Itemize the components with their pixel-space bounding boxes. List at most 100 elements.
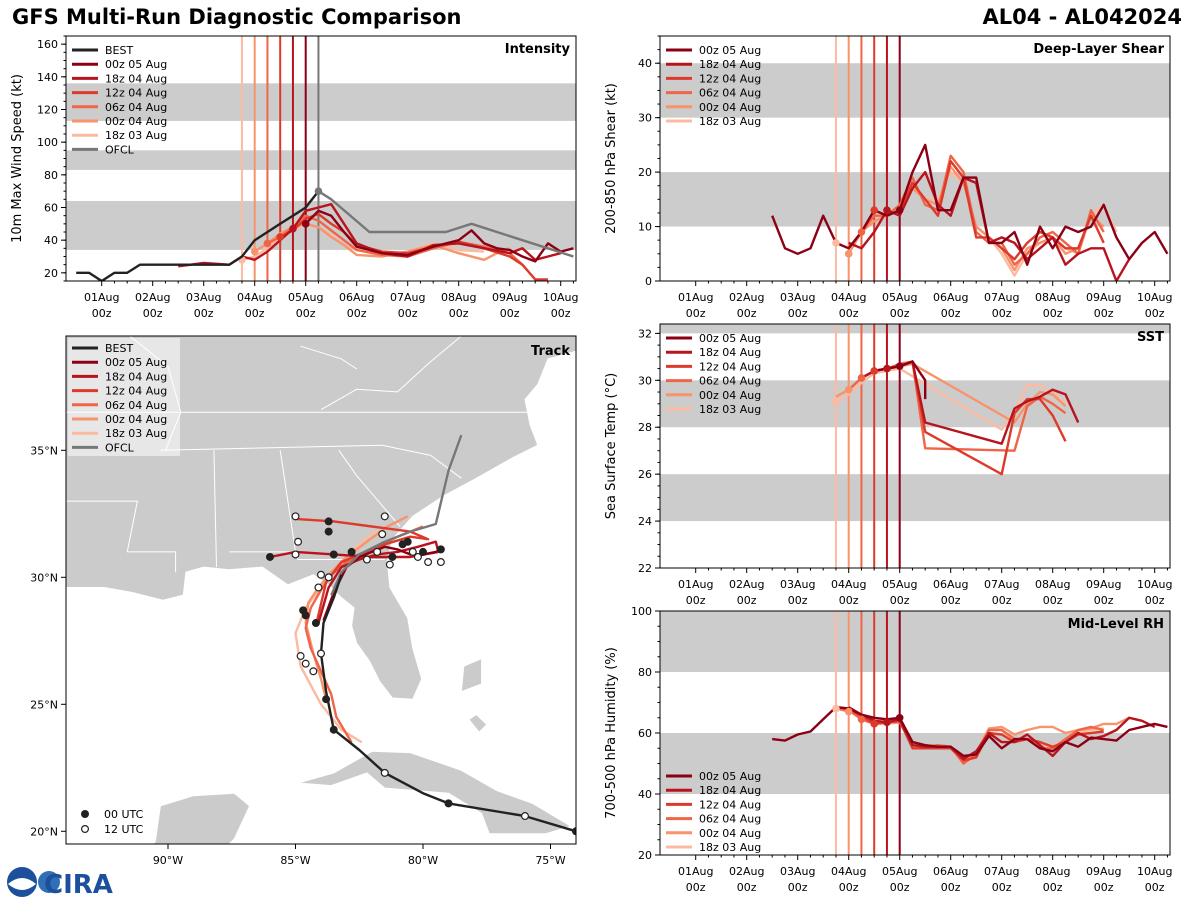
track-marker-12utc — [301, 659, 310, 668]
sst-ytick-label: 26 — [638, 468, 652, 481]
rh-xtick-label: 07Aug — [984, 865, 1019, 878]
intensity-init-point-4 — [250, 247, 259, 256]
intensity-band-2 — [66, 83, 576, 121]
bahamas-land-1 — [460, 657, 483, 693]
track-marker-12utc — [378, 530, 387, 539]
shear-legend-label: 00z 04 Aug — [699, 101, 761, 114]
rh-legend-label: 00z 05 Aug — [699, 770, 761, 783]
intensity-legend-label: OFCL — [105, 143, 135, 156]
shear-xtick-sublabel: 00z — [941, 307, 961, 320]
cira-logo-text: CIRA — [44, 870, 113, 900]
rh-xtick-sublabel: 00z — [1094, 881, 1114, 894]
sst-ytick-label: 22 — [638, 562, 652, 575]
intensity-series-00z-04-aug — [254, 222, 511, 261]
shear-xtick-sublabel: 00z — [839, 307, 859, 320]
sst-legend-label: 00z 04 Aug — [699, 389, 761, 402]
track-marker-12utc — [413, 552, 422, 561]
intensity-band-0 — [66, 200, 576, 250]
track-marker-12utc — [385, 560, 394, 569]
track-marker-legend-swatch — [80, 824, 89, 833]
intensity-init-point-2 — [276, 233, 285, 241]
track-xtick-label: 80°W — [408, 854, 438, 867]
shear-xtick-sublabel: 00z — [1043, 307, 1063, 320]
track-xtick-label: 85°W — [280, 854, 310, 867]
sst-init-point-4 — [844, 385, 853, 394]
shear-ylabel: 200-850 hPa Shear (kt) — [604, 83, 619, 234]
track-ytick-label: 20°N — [30, 825, 58, 838]
track-legend-label: OFCL — [105, 441, 135, 454]
track-marker-00utc — [419, 547, 428, 556]
state-border-al-ga — [279, 450, 296, 552]
sst-ylabel: Sea Surface Temp (°C) — [604, 373, 619, 520]
sst-legend-label: 18z 04 Aug — [699, 346, 761, 359]
sst-xtick-label: 10Aug — [1137, 578, 1172, 591]
shear-legend-label: 18z 04 Aug — [699, 58, 761, 71]
sst-ytick-label: 30 — [638, 374, 652, 387]
rh-init-point-0 — [895, 713, 904, 722]
track-marker-12utc — [362, 555, 371, 564]
intensity-legend-label: 18z 04 Aug — [105, 72, 167, 85]
rh-xtick-label: 05Aug — [882, 865, 917, 878]
track-xtick-label: 75°W — [535, 854, 565, 867]
intensity-xtick-sublabel: 00z — [92, 307, 112, 320]
track-marker-legend-label: 12 UTC — [104, 823, 144, 836]
sst-init-point-5 — [832, 397, 840, 406]
intensity-ytick-label: 40 — [44, 234, 58, 247]
intensity-xtick-sublabel: 00z — [296, 307, 316, 320]
track-marker-12utc — [294, 537, 303, 546]
intensity-xtick-sublabel: 00z — [551, 307, 571, 320]
sst-panel: 22 24 26 28 30 32 01Aug 00z 02Aug 00z 03Aug 00z 04Au… — [604, 323, 1172, 607]
rh-ytick-label: 40 — [638, 788, 652, 801]
sst-band-1 — [660, 380, 1170, 428]
intensity-series-best — [76, 190, 320, 281]
sst-band-2 — [660, 324, 1170, 334]
sst-frame — [659, 323, 1171, 569]
shear-xtick-sublabel: 00z — [686, 307, 706, 320]
rh-legend-label: 06z 04 Aug — [699, 813, 761, 826]
sst-xtick-label: 05Aug — [882, 578, 917, 591]
track-marker-00utc — [266, 552, 275, 561]
intensity-init-point-1 — [289, 224, 297, 233]
intensity-legend-label: 18z 03 Aug — [105, 129, 167, 142]
intensity-ytick-label: 80 — [44, 169, 58, 182]
shear-xtick-label: 09Aug — [1086, 291, 1121, 304]
shear-legend-label: 12z 04 Aug — [699, 72, 761, 85]
sst-xtick-sublabel: 00z — [992, 594, 1012, 607]
rh-xtick-label: 08Aug — [1035, 865, 1070, 878]
shear-ytick-label: 20 — [638, 166, 652, 179]
track-marker-12utc — [291, 512, 300, 521]
track-marker-00utc — [299, 606, 308, 615]
shear-legend-label: 06z 04 Aug — [699, 87, 761, 100]
track-series-best — [319, 574, 576, 833]
rh-init-point-1 — [883, 718, 891, 727]
intensity-xtick-sublabel: 00z — [347, 307, 367, 320]
hispaniola-land — [575, 835, 576, 844]
track-panel-title: Track — [531, 344, 570, 359]
sst-legend-label: 18z 03 Aug — [699, 403, 761, 416]
rh-xtick-sublabel: 00z — [992, 881, 1012, 894]
sst-xtick-sublabel: 00z — [1043, 594, 1063, 607]
sst-legend-label: 00z 05 Aug — [699, 332, 761, 345]
shear-init-point-4 — [844, 249, 853, 258]
state-border-ms-al — [213, 450, 217, 568]
rh-band-1 — [660, 611, 1170, 672]
intensity-legend-label: 00z 04 Aug — [105, 115, 167, 128]
cuba-land — [297, 750, 573, 835]
track-marker-00utc — [324, 517, 333, 526]
sst-xtick-sublabel: 00z — [890, 594, 910, 607]
intensity-panel-title: Intensity — [505, 42, 571, 57]
track-marker-12utc — [436, 558, 445, 567]
track-marker-00utc — [324, 527, 333, 536]
shear-xtick-sublabel: 00z — [1094, 307, 1114, 320]
rh-plot-area — [660, 611, 1170, 855]
sst-panel-title: SST — [1137, 330, 1164, 345]
intensity-band-1 — [66, 150, 576, 170]
rh-xtick-sublabel: 00z — [1043, 881, 1063, 894]
intensity-series-00z-05-aug — [304, 209, 574, 263]
sst-xtick-label: 09Aug — [1086, 578, 1121, 591]
sst-init-point-2 — [870, 367, 878, 375]
track-marker-12utc — [380, 512, 389, 521]
intensity-legend-label: 06z 04 Aug — [105, 101, 167, 114]
intensity-xtick-label: 09Aug — [492, 291, 527, 304]
